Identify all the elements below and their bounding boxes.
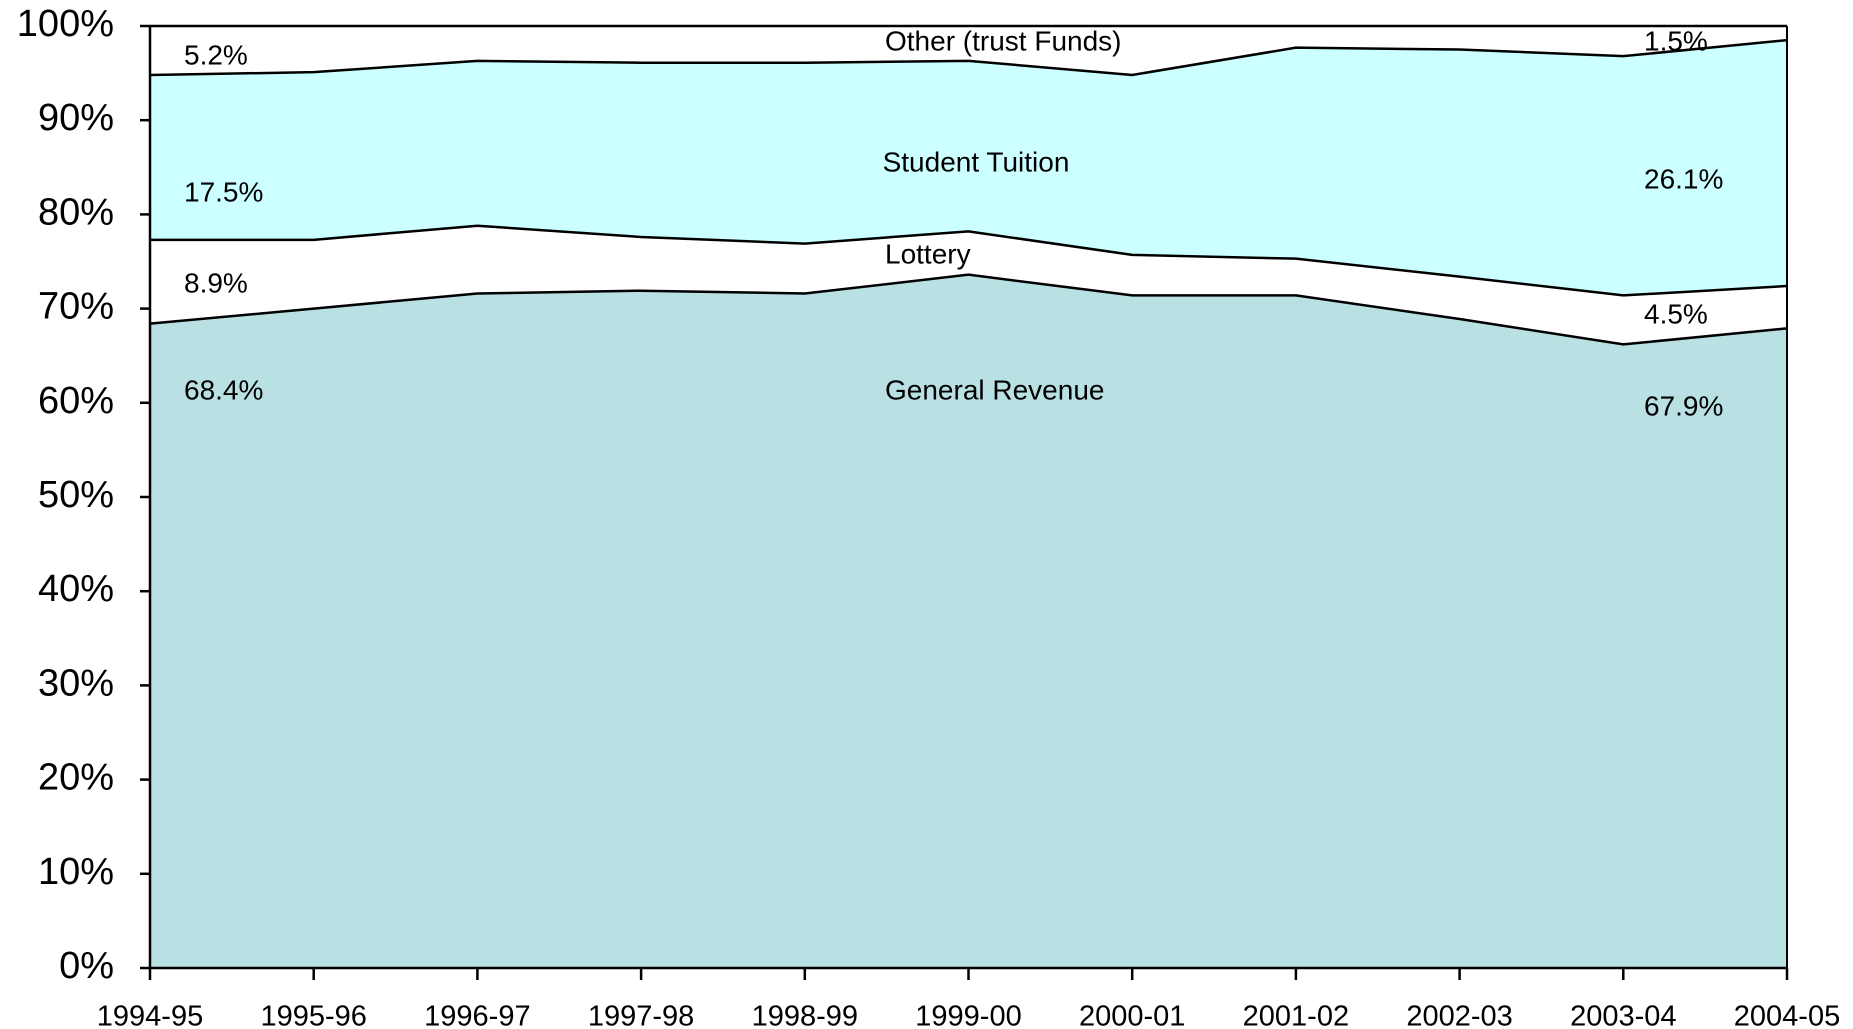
data-label: 17.5% — [184, 176, 263, 207]
boundary-line — [150, 224, 1788, 297]
series-label: Lottery — [885, 238, 971, 269]
y-tick-label: 100% — [17, 3, 114, 45]
data-label: 8.9% — [184, 267, 248, 298]
x-tick-label: 1999-00 — [915, 1001, 1021, 1029]
y-tick-label: 90% — [38, 97, 114, 139]
data-label: 26.1% — [1644, 163, 1723, 194]
y-tick-label: 30% — [38, 662, 114, 704]
boundary-line — [149, 273, 1788, 346]
data-label: 1.5% — [1644, 25, 1708, 56]
area — [150, 26, 1787, 75]
y-tick-label: 40% — [38, 568, 114, 610]
series-label: Student Tuition — [883, 146, 1070, 177]
x-tick-label: 1997-98 — [588, 1001, 694, 1029]
x-tick-label: 2000-01 — [1079, 1001, 1185, 1029]
x-tick-label: 2002-03 — [1406, 1001, 1512, 1029]
x-tick-label: 2004-05 — [1734, 1001, 1840, 1029]
y-tick-label: 80% — [38, 191, 114, 233]
data-label: 4.5% — [1644, 298, 1708, 329]
x-tick-label: 1998-99 — [752, 1001, 858, 1029]
y-tick-label: 20% — [38, 757, 114, 799]
data-label: 67.9% — [1644, 390, 1723, 421]
y-tick-label: 70% — [38, 286, 114, 328]
area — [150, 274, 1787, 968]
area — [150, 225, 1787, 345]
data-label: 68.4% — [184, 374, 263, 405]
area — [150, 40, 1787, 296]
x-tick-label: 1996-97 — [424, 1001, 530, 1029]
data-label: 5.2% — [184, 39, 248, 70]
boundary-line — [149, 38, 1788, 77]
x-tick-label: 1994-95 — [97, 1001, 203, 1029]
series-label: Other (trust Funds) — [885, 25, 1122, 56]
y-tick-label: 0% — [59, 945, 114, 987]
x-tick-label: 2003-04 — [1570, 1001, 1676, 1029]
y-tick-label: 10% — [38, 851, 114, 893]
x-tick-label: 1995-96 — [260, 1001, 366, 1029]
series-label: General Revenue — [885, 374, 1104, 405]
y-tick-label: 50% — [38, 474, 114, 516]
y-tick-label: 60% — [38, 380, 114, 422]
x-tick-label: 2001-02 — [1243, 1001, 1349, 1029]
